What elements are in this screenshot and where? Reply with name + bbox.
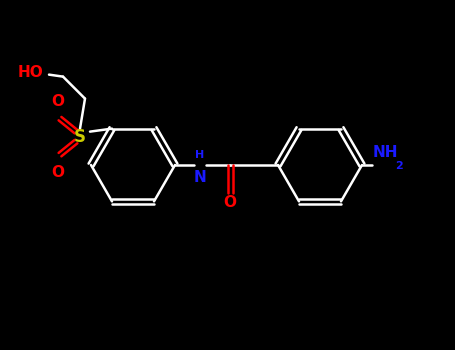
Text: O: O bbox=[51, 94, 65, 108]
Text: 2: 2 bbox=[395, 161, 403, 171]
Text: N: N bbox=[194, 170, 207, 185]
Text: NH: NH bbox=[373, 145, 399, 160]
Text: O: O bbox=[223, 195, 237, 210]
Text: H: H bbox=[195, 150, 205, 160]
Text: HO: HO bbox=[17, 65, 43, 80]
Text: S: S bbox=[74, 128, 86, 146]
Text: O: O bbox=[51, 164, 65, 180]
